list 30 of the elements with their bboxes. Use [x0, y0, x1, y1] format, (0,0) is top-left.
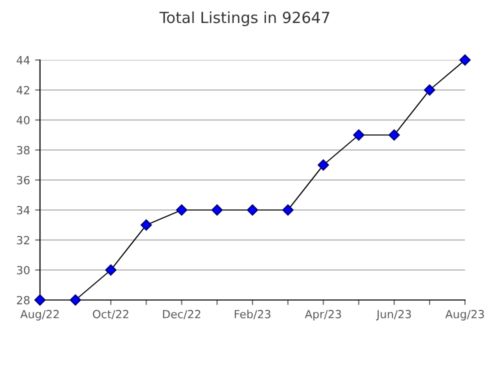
y-tick-label: 40: [16, 116, 30, 124]
point: [246, 204, 258, 216]
x-tick-label: Feb/23: [234, 310, 270, 320]
x-tick-label: Jun/23: [376, 310, 411, 320]
point: [388, 129, 400, 141]
point: [105, 264, 116, 276]
point: [70, 294, 82, 306]
x-tick-label: Oct/22: [92, 310, 128, 320]
point: [211, 204, 223, 216]
point: [459, 54, 471, 66]
point: [353, 129, 364, 141]
point: [282, 204, 294, 216]
y-tick-label: 30: [16, 266, 30, 274]
y-tick-label: 34: [16, 206, 30, 214]
point: [424, 84, 436, 96]
y-tick-label: 44: [16, 56, 30, 64]
y-tick-label: 32: [16, 236, 30, 244]
y-tick-label: 28: [16, 296, 30, 304]
point: [176, 204, 188, 216]
y-tick-label: 38: [16, 146, 30, 154]
x-tick-label: Apr/23: [304, 310, 341, 320]
chart-title: Total Listings in 92647: [159, 11, 330, 26]
x-tick-label: Aug/22: [20, 310, 59, 320]
y-tick-label: 42: [16, 86, 30, 94]
y-tick-label: 36: [16, 176, 30, 184]
x-tick-label: Dec/22: [163, 310, 200, 320]
point: [34, 294, 46, 306]
point: [140, 219, 152, 231]
point: [318, 159, 329, 171]
x-tick-label: Aug/23: [445, 310, 484, 320]
